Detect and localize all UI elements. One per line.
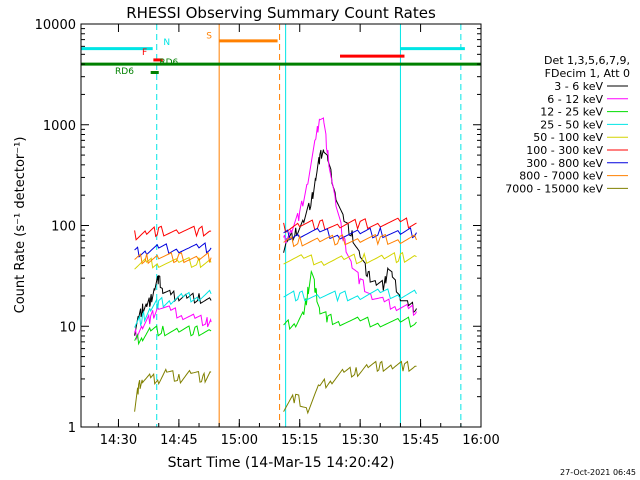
x-tick-label: 14:45 bbox=[160, 433, 197, 448]
series-line bbox=[134, 251, 212, 265]
legend: Det 1,3,5,6,7,9,FDecim 1, Att 03 - 6 keV… bbox=[505, 54, 630, 195]
x-tick-label: 15:00 bbox=[221, 433, 258, 448]
legend-label: 800 - 7000 keV bbox=[519, 170, 603, 183]
series-line bbox=[283, 251, 417, 266]
y-axis-label: Count Rate (s⁻¹ detector⁻¹) bbox=[13, 137, 28, 314]
flag-label-1: S bbox=[206, 31, 212, 41]
series-line bbox=[283, 288, 417, 303]
flag-label-2: F bbox=[142, 48, 147, 58]
series-line bbox=[283, 226, 417, 241]
x-tick-label: 16:00 bbox=[462, 433, 499, 448]
series-4 bbox=[134, 251, 417, 270]
flag-label-4: RD6 bbox=[115, 67, 134, 77]
x-tick-label: 15:15 bbox=[281, 433, 318, 448]
series-line bbox=[134, 242, 212, 258]
series-1 bbox=[134, 117, 417, 341]
series-3 bbox=[134, 288, 417, 328]
legend-label: 7000 - 15000 keV bbox=[505, 182, 603, 195]
series-8 bbox=[134, 360, 417, 415]
series-line bbox=[283, 269, 417, 331]
x-tick-label: 15:45 bbox=[402, 433, 439, 448]
series-line bbox=[134, 289, 212, 328]
y-tick-label: 10000 bbox=[35, 18, 76, 33]
x-tick-label: 14:30 bbox=[100, 433, 137, 448]
series-line bbox=[283, 117, 417, 317]
series-line bbox=[283, 233, 417, 248]
data-layer: N S F RD6 RD6 bbox=[80, 24, 481, 427]
series-line bbox=[134, 368, 212, 412]
series-6 bbox=[134, 226, 417, 258]
footer-timestamp: 27-Oct-2021 06:45 bbox=[560, 468, 636, 477]
legend-header-line: FDecim 1, Att 0 bbox=[545, 67, 630, 80]
legend-header-line: Det 1,3,5,6,7,9, bbox=[544, 54, 630, 67]
flag-label-3: RD6 bbox=[159, 58, 178, 68]
legend-label: 25 - 50 keV bbox=[540, 118, 603, 131]
series-line bbox=[283, 149, 417, 314]
series-line bbox=[283, 217, 417, 234]
chart-title: RHESSI Observing Summary Count Rates bbox=[126, 4, 436, 22]
series-line bbox=[283, 360, 417, 415]
legend-label: 3 - 6 keV bbox=[554, 80, 603, 93]
y-tick-label: 1000 bbox=[43, 119, 76, 134]
series-0 bbox=[134, 149, 417, 336]
y-tick-label: 10 bbox=[59, 320, 76, 335]
x-axis-label: Start Time (14-Mar-15 14:20:42) bbox=[168, 455, 395, 471]
flag-label-0: N bbox=[163, 38, 170, 48]
series-line bbox=[134, 225, 212, 241]
series-line bbox=[134, 305, 212, 341]
legend-label: 300 - 800 keV bbox=[526, 157, 603, 170]
series-line bbox=[134, 256, 212, 270]
legend-label: 6 - 12 keV bbox=[547, 93, 603, 106]
plot-frame bbox=[80, 23, 482, 428]
legend-label: 12 - 25 keV bbox=[540, 106, 603, 119]
x-tick-label: 15:30 bbox=[341, 433, 378, 448]
legend-label: 100 - 300 keV bbox=[526, 144, 603, 157]
axes-layer: 14:30 14:45 15:00 15:15 15:30 15:45 16:00 1 10 10… bbox=[35, 18, 500, 448]
y-tick-label: 1 bbox=[68, 421, 76, 436]
series-line bbox=[134, 275, 212, 336]
series-line bbox=[134, 325, 212, 346]
y-tick-label: 100 bbox=[51, 220, 76, 235]
series-2 bbox=[134, 269, 417, 346]
series-5 bbox=[134, 217, 417, 241]
legend-label: 50 - 100 keV bbox=[533, 131, 603, 144]
series-7 bbox=[134, 233, 417, 265]
